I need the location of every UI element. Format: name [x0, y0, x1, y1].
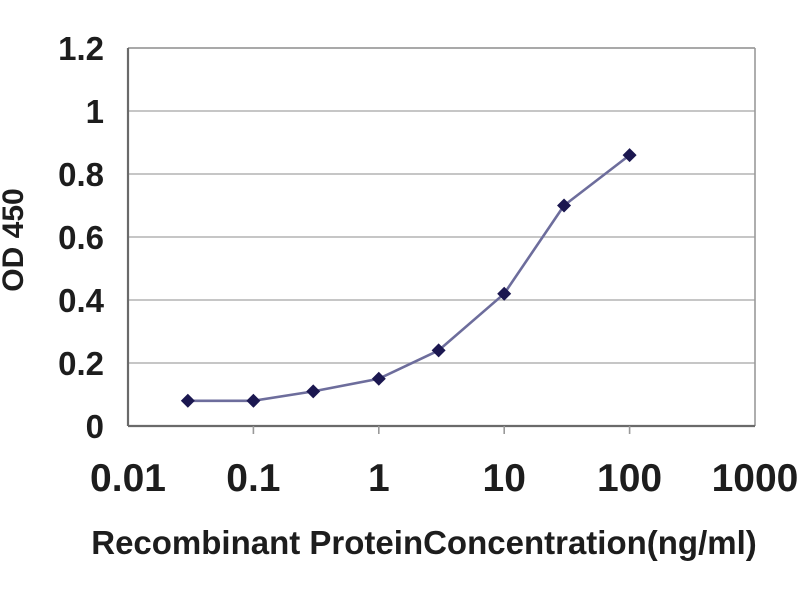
- x-tick-label: 1: [368, 457, 390, 500]
- x-tick-label: 0.01: [90, 457, 166, 500]
- series-line: [187, 154, 631, 403]
- x-tick-label: 10: [483, 457, 526, 500]
- y-tick-label: 0.4: [58, 282, 105, 319]
- data-point-marker: [371, 371, 386, 386]
- y-tick-label: 0.2: [58, 345, 104, 382]
- data-point-marker: [431, 343, 446, 358]
- y-tick-label: 0.6: [58, 219, 104, 256]
- data-point-marker: [497, 286, 512, 301]
- data-point-marker: [180, 393, 195, 408]
- data-point-marker: [557, 198, 572, 213]
- y-tick-label: 1: [86, 93, 104, 130]
- data-point-marker: [246, 393, 261, 408]
- data-point-marker: [622, 148, 637, 163]
- x-tick-label: 0.1: [226, 457, 280, 500]
- x-tick-label: 1000: [712, 457, 799, 500]
- y-axis-title: OD 450: [0, 188, 30, 292]
- x-axis-title: Recombinant ProteinConcentration(ng/ml): [91, 524, 757, 561]
- data-point-marker: [306, 384, 321, 399]
- y-tick-label: 1.2: [58, 30, 104, 67]
- x-tick-label: 100: [597, 457, 662, 500]
- y-tick-label: 0: [86, 408, 104, 445]
- y-tick-label: 0.8: [58, 156, 104, 193]
